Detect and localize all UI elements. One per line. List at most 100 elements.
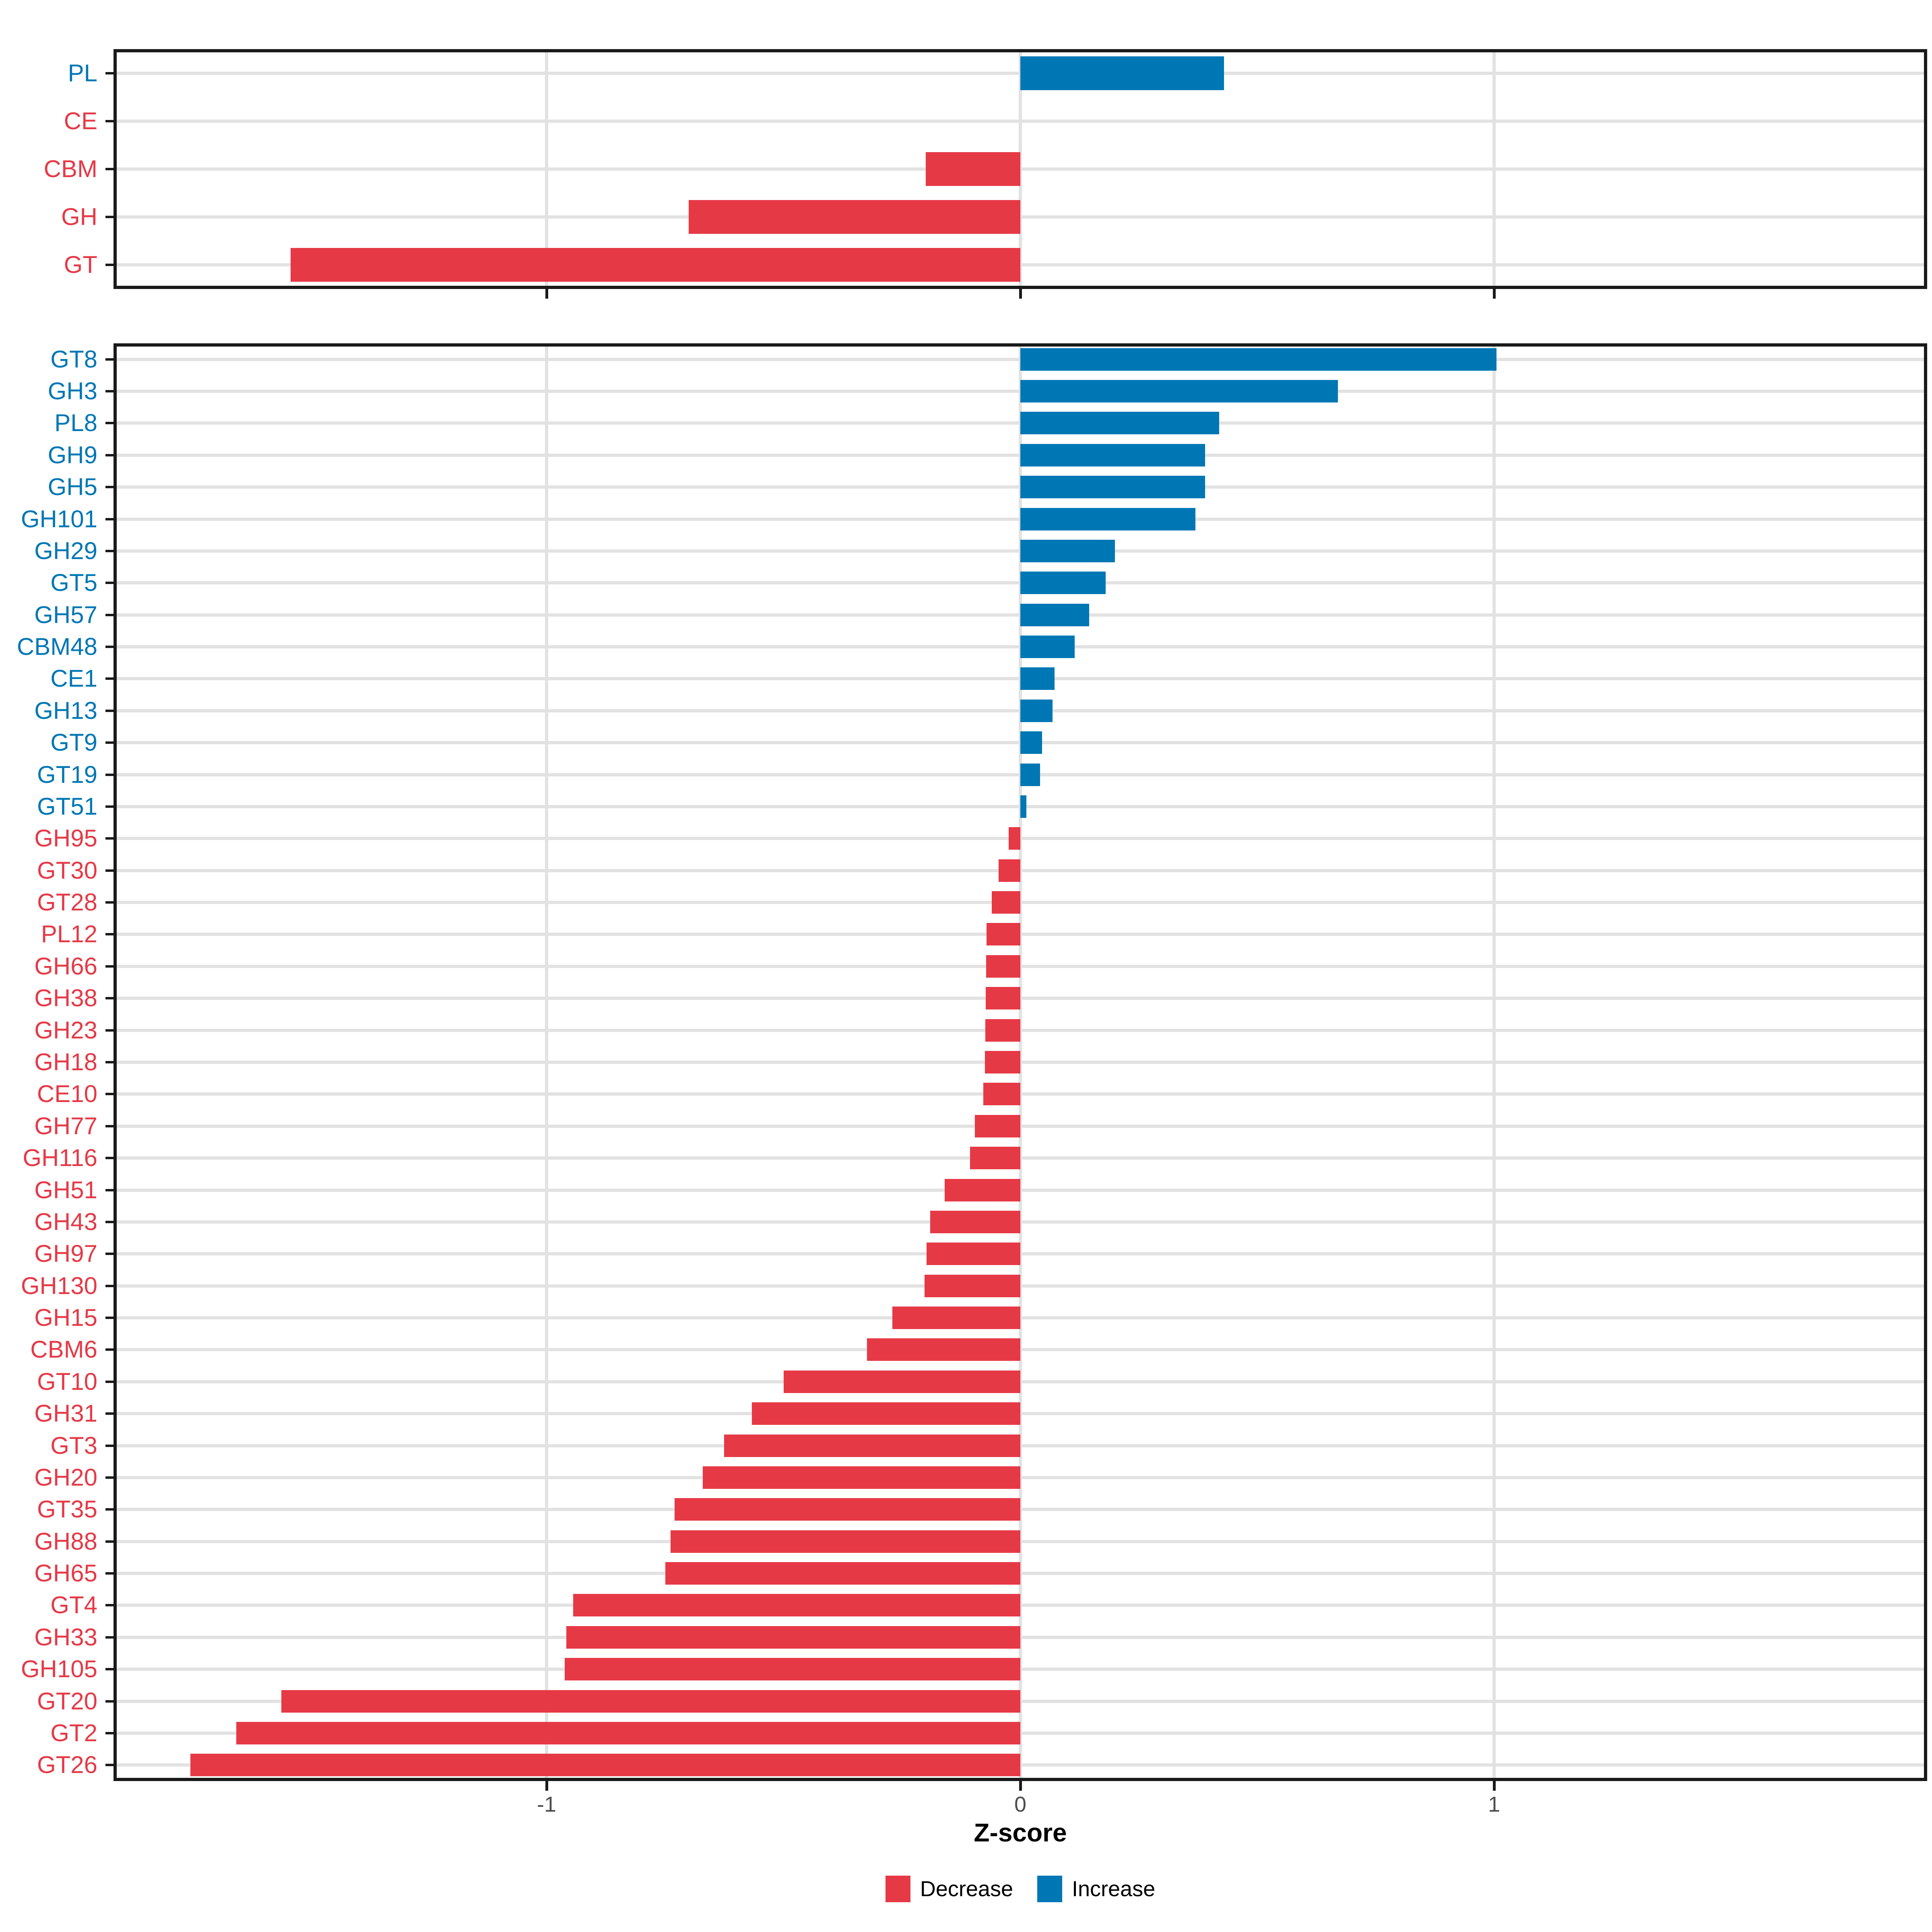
bar-GT51 <box>1020 795 1027 818</box>
y-tick-mark-GH18 <box>105 1061 114 1063</box>
bar-GH101 <box>1020 508 1196 530</box>
bar-GH97 <box>926 1243 1020 1265</box>
bar-GH9 <box>1020 444 1205 466</box>
bar-GH88 <box>671 1530 1020 1553</box>
y-tick-label-GH20: GH20 <box>34 1463 97 1491</box>
y-tick-mark-GT51 <box>105 805 114 808</box>
legend-label-increase: Increase <box>1071 1877 1156 1901</box>
x-tick-mark-0 <box>1019 289 1022 299</box>
x-tick-label-neg1: -1 <box>537 1792 556 1816</box>
bar-GH105 <box>564 1658 1020 1681</box>
gridline-x--1 <box>545 52 548 286</box>
y-tick-mark-GH31 <box>105 1412 114 1415</box>
y-tick-label-GH97: GH97 <box>34 1240 97 1267</box>
y-tick-mark-CBM6 <box>105 1348 114 1351</box>
bar-GT8 <box>1020 348 1496 371</box>
bar-GH29 <box>1020 539 1115 562</box>
bar-CBM <box>925 152 1020 186</box>
y-tick-mark-GT20 <box>105 1700 114 1703</box>
y-tick-label-GH88: GH88 <box>34 1527 97 1555</box>
y-tick-label-PL8: PL8 <box>54 409 97 437</box>
bar-GT35 <box>674 1498 1020 1521</box>
bar-PL <box>1020 56 1224 90</box>
y-tick-label-GH15: GH15 <box>34 1304 97 1331</box>
y-tick-mark-CBM <box>105 168 114 170</box>
bar-GT9 <box>1020 731 1042 754</box>
decrease-swatch-icon <box>885 1876 910 1902</box>
y-tick-label-GT4: GT4 <box>50 1591 97 1619</box>
y-tick-label-GH9: GH9 <box>47 441 97 469</box>
y-tick-label-GT10: GT10 <box>37 1368 97 1395</box>
bar-GT4 <box>573 1594 1020 1617</box>
y-tick-label-GH: GH <box>61 203 97 231</box>
bar-CE10 <box>983 1083 1020 1106</box>
y-tick-mark-GH97 <box>105 1253 114 1255</box>
x-tick-mark-1 <box>1492 1781 1496 1791</box>
x-tick-mark--1 <box>545 1781 548 1791</box>
y-tick-label-GT30: GT30 <box>37 857 97 884</box>
y-tick-label-GH38: GH38 <box>34 985 97 1012</box>
y-tick-mark-GH <box>105 216 114 219</box>
x-tick-mark-1 <box>1492 289 1496 299</box>
y-tick-label-GH23: GH23 <box>34 1016 97 1044</box>
y-tick-label-GH130: GH130 <box>21 1272 97 1299</box>
y-tick-mark-PL8 <box>105 422 114 425</box>
y-tick-mark-GT10 <box>105 1380 114 1383</box>
bar-GT <box>291 248 1020 282</box>
bar-GH66 <box>986 955 1020 978</box>
y-tick-label-GH3: GH3 <box>47 378 97 405</box>
bar-GH5 <box>1020 476 1205 499</box>
bar-GH57 <box>1020 603 1089 626</box>
x-tick-label-0: 0 <box>1014 1792 1027 1816</box>
bar-GH43 <box>930 1210 1020 1233</box>
y-tick-mark-GH101 <box>105 518 114 520</box>
y-tick-label-CE1: CE1 <box>50 665 97 692</box>
y-tick-label-GT51: GT51 <box>37 793 97 820</box>
y-tick-mark-GH77 <box>105 1125 114 1127</box>
y-tick-label-CE: CE <box>64 107 97 134</box>
gridline-x-1 <box>1492 347 1496 1778</box>
y-tick-label-GH43: GH43 <box>34 1208 97 1235</box>
bar-GH23 <box>985 1019 1020 1042</box>
bar-GH31 <box>751 1402 1020 1425</box>
y-tick-mark-GH116 <box>105 1157 114 1160</box>
bar-GH <box>689 200 1020 234</box>
y-tick-label-GT35: GT35 <box>37 1496 97 1523</box>
y-tick-mark-GT35 <box>105 1508 114 1511</box>
y-tick-mark-GT <box>105 264 114 266</box>
y-tick-label-CBM48: CBM48 <box>17 633 97 661</box>
legend: Decrease Increase <box>618 1876 1423 1902</box>
y-tick-mark-GH51 <box>105 1189 114 1191</box>
x-tick-mark--1 <box>545 289 548 299</box>
y-tick-label-GT: GT <box>64 251 97 279</box>
y-tick-mark-GT26 <box>105 1764 114 1767</box>
y-tick-mark-GH65 <box>105 1572 114 1575</box>
legend-label-decrease: Decrease <box>920 1877 1013 1901</box>
y-tick-label-CBM: CBM <box>43 155 97 182</box>
bar-GH95 <box>1008 827 1020 850</box>
y-tick-mark-GH29 <box>105 549 114 552</box>
y-tick-label-GT9: GT9 <box>50 729 97 756</box>
y-tick-mark-CE <box>105 120 114 122</box>
y-tick-mark-PL <box>105 72 114 74</box>
y-tick-mark-GH23 <box>105 1029 114 1032</box>
gridline-x-1 <box>1492 52 1496 286</box>
bar-CBM6 <box>867 1338 1020 1361</box>
bar-GT30 <box>998 859 1020 882</box>
bar-GH38 <box>986 987 1020 1010</box>
y-tick-label-GT26: GT26 <box>37 1751 97 1779</box>
bar-GH130 <box>925 1274 1020 1297</box>
y-tick-mark-GT5 <box>105 582 114 584</box>
bar-GH116 <box>970 1147 1020 1170</box>
y-tick-mark-PL12 <box>105 933 114 936</box>
gridline-x--1 <box>545 347 548 1778</box>
y-tick-label-GT8: GT8 <box>50 345 97 373</box>
y-tick-label-GH33: GH33 <box>34 1623 97 1651</box>
y-tick-label-GT2: GT2 <box>50 1719 97 1746</box>
y-tick-mark-GH88 <box>105 1540 114 1543</box>
y-tick-mark-GT19 <box>105 773 114 776</box>
y-tick-mark-CE1 <box>105 677 114 680</box>
y-tick-label-GH51: GH51 <box>34 1176 97 1203</box>
bar-GT26 <box>190 1754 1020 1777</box>
